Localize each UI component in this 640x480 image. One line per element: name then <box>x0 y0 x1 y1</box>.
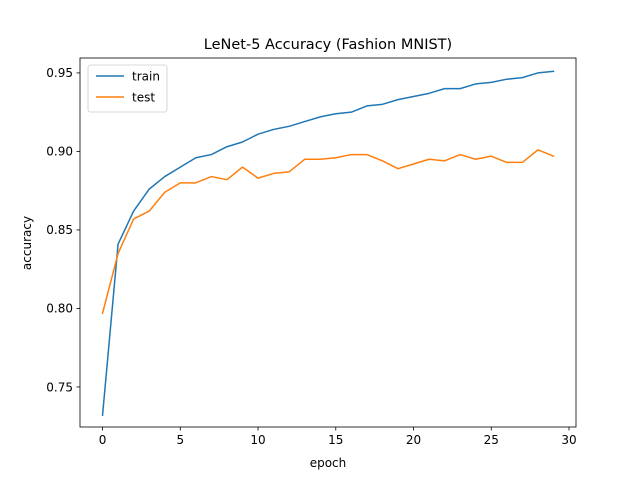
y-tick-label: 0.75 <box>46 380 73 394</box>
x-axis-label: epoch <box>310 456 347 470</box>
legend: train test <box>87 64 168 113</box>
chart-title: LeNet-5 Accuracy (Fashion MNIST) <box>204 37 452 53</box>
x-tick-label: 10 <box>250 433 265 447</box>
x-tick-label: 15 <box>328 433 343 447</box>
y-tick-label: 0.90 <box>46 145 73 159</box>
x-tick-label: 25 <box>484 433 499 447</box>
x-tick-label: 0 <box>99 433 107 447</box>
x-tick-label: 30 <box>561 433 576 447</box>
legend-label-test: test <box>132 90 155 104</box>
legend-label-train: train <box>132 69 160 83</box>
y-tick-label: 0.85 <box>46 223 73 237</box>
y-tick-label: 0.95 <box>46 66 73 80</box>
y-axis-label: accuracy <box>20 216 34 270</box>
axes-frame <box>79 57 577 428</box>
x-tick-label: 20 <box>406 433 421 447</box>
x-tick-label: 5 <box>176 433 184 447</box>
y-tick-label: 0.80 <box>46 302 73 316</box>
plot-area: 0 5 10 15 20 25 30 0.75 0.80 0.85 0.90 0.95 train tes… <box>46 57 577 447</box>
series-line-test <box>101 149 555 315</box>
series-line-train <box>101 70 555 417</box>
